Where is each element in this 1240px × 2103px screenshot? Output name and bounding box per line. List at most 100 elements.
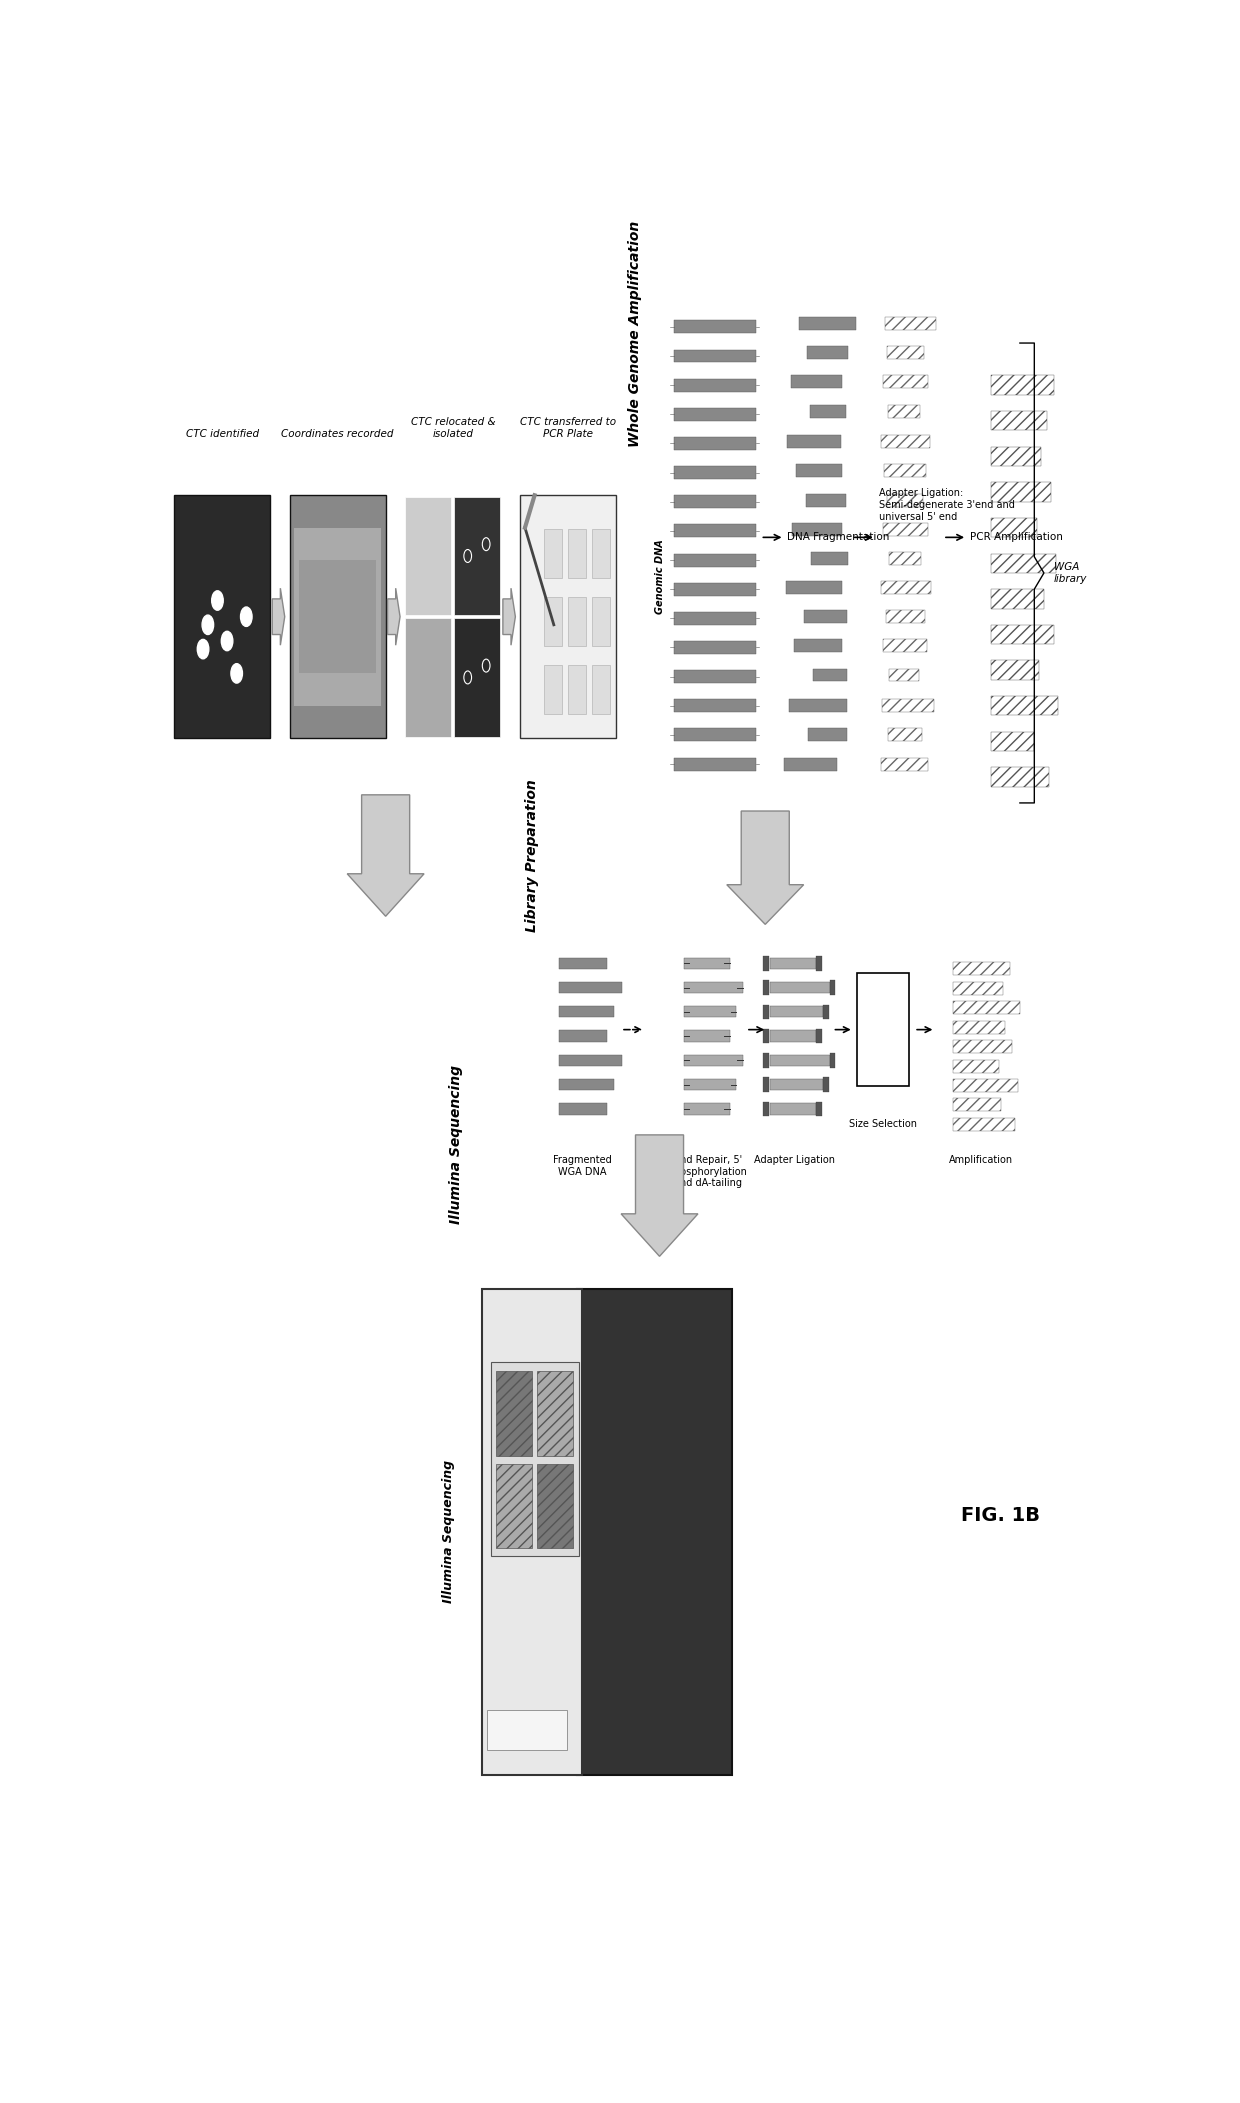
Bar [785,757,837,770]
Bar [558,1005,614,1018]
Bar [863,1009,900,1022]
Bar [884,465,925,477]
Bar [887,610,925,622]
Bar [675,437,755,450]
Bar [675,379,755,391]
Text: End Repair, 5'
Phosphorylation
and dA-tailing: End Repair, 5' Phosphorylation and dA-ta… [668,1155,746,1188]
Bar [882,580,931,593]
Bar [675,612,755,625]
Text: Coordinates recorded: Coordinates recorded [281,429,394,440]
Bar [537,1464,573,1548]
Text: Library Preparation: Library Preparation [526,780,539,932]
Bar [887,494,924,507]
Text: Fragmented
WGA DNA: Fragmented WGA DNA [553,1155,613,1178]
Text: CTC relocated &
isolated: CTC relocated & isolated [410,416,495,440]
Bar [764,1102,769,1117]
Text: CTC transferred to
PCR Plate: CTC transferred to PCR Plate [520,416,616,440]
Bar [813,669,847,681]
Bar [991,410,1047,431]
Bar [889,669,920,681]
Bar [991,625,1054,644]
Bar [537,1371,573,1455]
Bar [404,618,451,736]
Bar [991,517,1037,538]
Bar [290,494,386,738]
Bar [294,528,381,707]
Text: DNA Fragmentation: DNA Fragmentation [787,532,890,543]
Bar [863,1058,901,1070]
Text: Illumina Sequencing: Illumina Sequencing [441,1459,455,1602]
Bar [683,1030,729,1041]
FancyArrow shape [347,795,424,917]
Bar [991,553,1056,572]
Bar [683,1056,743,1066]
Bar [675,671,755,683]
Bar [952,1020,1006,1035]
Circle shape [231,665,243,683]
Circle shape [197,639,208,658]
Bar [675,641,755,654]
Bar [857,974,909,1087]
Text: PCR Amplification: PCR Amplification [970,532,1063,543]
FancyArrow shape [727,812,804,925]
Bar [683,1079,737,1089]
Circle shape [241,608,252,627]
Bar [991,589,1044,608]
Bar [888,728,923,742]
Bar [675,757,755,770]
Bar [675,583,755,595]
Circle shape [221,631,233,650]
Text: Illumina Sequencing: Illumina Sequencing [449,1064,463,1224]
Bar [593,665,610,713]
Bar [454,496,500,614]
Bar [764,1028,769,1043]
Text: Adapter Ligation: Adapter Ligation [754,1155,835,1165]
Bar [770,957,816,969]
Text: Amplification: Amplification [950,1155,1013,1165]
Bar [675,494,755,509]
Bar [486,1710,567,1750]
Bar [863,1033,888,1045]
Bar [952,1119,1016,1131]
Bar [770,982,830,993]
Text: CTC identified: CTC identified [186,429,259,440]
Bar [787,435,841,448]
Bar [496,1464,532,1548]
Bar [675,320,755,332]
Bar [544,530,562,578]
Bar [558,957,606,969]
Bar [675,553,755,566]
Bar [792,524,842,536]
FancyArrow shape [621,1136,698,1255]
Bar [675,408,755,421]
Bar [816,1102,822,1117]
Bar [991,732,1034,751]
Bar [952,1098,1001,1110]
Bar [830,1054,836,1068]
Bar [770,1104,816,1115]
Bar [991,482,1050,503]
Bar [883,524,928,536]
Text: Adapter Ligation:
Semi-degenerate 3'end and
universal 5' end: Adapter Ligation: Semi-degenerate 3'end … [879,488,1014,522]
Bar [558,1030,606,1041]
FancyArrow shape [503,589,516,646]
Bar [882,700,934,713]
Bar [888,404,920,418]
Bar [764,980,769,995]
Bar [811,551,848,566]
Text: Whole Genome Amplification: Whole Genome Amplification [629,221,642,446]
Bar [675,728,755,742]
Bar [794,639,842,652]
Text: Size Selection: Size Selection [849,1119,916,1129]
Text: FIG. 1B: FIG. 1B [961,1506,1040,1525]
Bar [991,696,1058,715]
Bar [806,494,846,507]
Bar [558,1104,606,1115]
Bar [454,618,500,736]
Bar [823,1077,828,1091]
Bar [791,376,842,389]
Bar [770,1079,823,1089]
Bar [568,530,585,578]
Bar [593,530,610,578]
Bar [683,1104,729,1115]
